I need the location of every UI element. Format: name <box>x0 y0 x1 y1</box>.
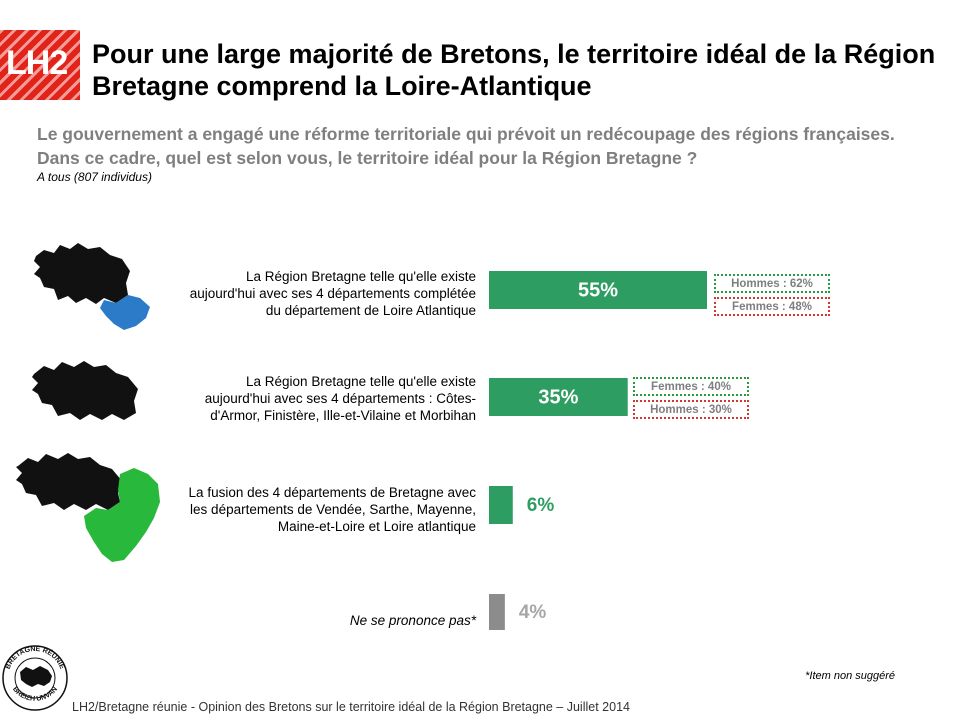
bar-value-label: 4% <box>519 602 547 623</box>
footer-source: LH2/Bretagne réunie - Opinion des Breton… <box>72 700 630 714</box>
annotation-box: Hommes : 30% <box>633 400 749 419</box>
map-bretagne-icon <box>32 361 138 420</box>
footnote: *Item non suggéré <box>805 670 895 682</box>
bar <box>489 594 505 630</box>
map-bretagne-pays-de-la-loire-icon <box>16 453 160 562</box>
category-label: La fusion des 4 départements de Bretagne… <box>188 485 476 534</box>
annotation-box: Femmes : 48% <box>714 297 830 316</box>
survey-base: A tous (807 individus) <box>37 170 152 184</box>
category-label: La Région Bretagne telle qu'elle existe … <box>189 269 476 318</box>
bar <box>489 271 707 309</box>
lh2-logo: LH2 <box>0 30 80 100</box>
category-label: Ne se prononce pas* <box>349 613 476 628</box>
logo-text: LH2 <box>6 44 68 82</box>
survey-question: Le gouvernement a engagé une réforme ter… <box>37 124 895 168</box>
bar-value-label: 55% <box>578 279 618 301</box>
annotation-box: Femmes : 40% <box>633 377 749 396</box>
map-bretagne-loire-atlantique-icon <box>34 243 150 330</box>
bar-value-label: 6% <box>527 495 555 516</box>
bar <box>489 378 628 416</box>
annotation-box: Hommes : 62% <box>714 274 830 293</box>
page-title: Pour une large majorité de Bretons, le t… <box>92 39 936 101</box>
bar <box>489 486 513 524</box>
bretagne-reunie-seal-icon: BRETAGNE RÉUNIE BREIZH UNVAN <box>2 645 68 711</box>
category-label: La Région Bretagne telle qu'elle existe … <box>204 374 476 423</box>
logo-stripes <box>0 30 80 100</box>
bar-value-label: 35% <box>538 386 578 408</box>
